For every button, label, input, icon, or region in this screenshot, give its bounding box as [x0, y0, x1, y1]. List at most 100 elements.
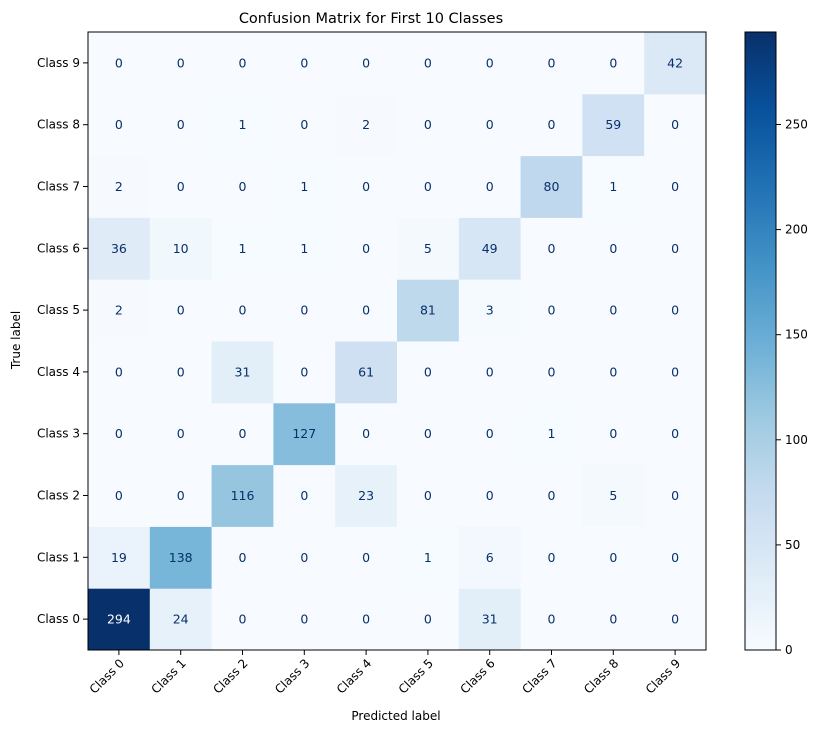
cell-value-label: 0	[671, 612, 679, 627]
x-tick-label: Class 6	[457, 656, 497, 696]
heatmap-cell	[458, 588, 522, 651]
cell-value-label: 0	[548, 612, 556, 627]
cell-value-label: 2	[115, 179, 123, 194]
cell-value-label: 0	[609, 303, 617, 318]
cell-value-label: 0	[609, 426, 617, 441]
colorbar-tick-label: 200	[785, 223, 808, 237]
heatmap-cell	[273, 279, 336, 342]
cell-value-label: 0	[300, 55, 308, 70]
heatmap-cell	[149, 32, 213, 95]
heatmap-cell	[520, 402, 583, 466]
heatmap-cell	[644, 402, 707, 466]
cell-value-label: 0	[362, 55, 370, 70]
heatmap-cell	[88, 464, 151, 527]
heatmap-cell	[458, 217, 522, 280]
cell-value-label: 0	[548, 117, 556, 132]
cell-value-label: 1	[239, 117, 247, 132]
x-tick-label: Class 3	[272, 656, 312, 696]
heatmap-cell	[520, 32, 583, 95]
cell-value-label: 0	[115, 426, 123, 441]
cell-value-label: 0	[671, 303, 679, 318]
y-tick-label: Class 9	[37, 56, 80, 70]
heatmap-cell	[88, 279, 151, 342]
cell-value-label: 0	[300, 117, 308, 132]
cell-value-label: 1	[239, 241, 247, 256]
heatmap-cell	[335, 32, 398, 95]
heatmap-cell	[520, 155, 583, 218]
heatmap-cell	[520, 464, 583, 527]
cell-value-label: 2	[115, 303, 123, 318]
cell-value-label: 0	[115, 117, 123, 132]
cell-value-label: 24	[173, 612, 189, 627]
cell-value-label: 0	[177, 117, 185, 132]
chart-title: Confusion Matrix for First 10 Classes	[239, 11, 503, 27]
heatmap-cell	[149, 279, 213, 342]
cell-value-label: 0	[671, 488, 679, 503]
cell-value-label: 0	[300, 364, 308, 379]
heatmap-cell	[335, 526, 398, 589]
cell-value-label: 1	[609, 179, 617, 194]
x-axis-ticks: Class 0 Class 1 Class 2 Class 3 Class 4 Class…	[87, 650, 683, 697]
heatmap-cell	[211, 464, 274, 527]
heatmap-cell	[644, 217, 707, 280]
heatmap-cell	[458, 464, 522, 527]
heatmap-cell	[335, 93, 398, 157]
cell-value-label: 5	[609, 488, 617, 503]
heatmap-cell	[149, 526, 213, 589]
heatmap-cell	[335, 402, 398, 466]
cell-value-label: 0	[424, 55, 432, 70]
heatmap-cell	[335, 588, 398, 651]
heatmap-cell	[397, 32, 460, 95]
heatmap-cell	[149, 464, 213, 527]
x-tick-label: Class 9	[643, 656, 683, 696]
cell-value-label: 116	[231, 488, 255, 503]
y-tick-label: Class 1	[37, 550, 80, 564]
cell-value-label: 0	[609, 241, 617, 256]
cell-value-label: 0	[239, 612, 247, 627]
y-tick-label: Class 0	[37, 612, 80, 626]
heatmap-cell	[211, 402, 274, 466]
y-tick-label: Class 6	[37, 241, 80, 255]
cell-value-label: 0	[548, 364, 556, 379]
colorbar-ticks: 0 50 100 150 200 250	[776, 117, 808, 657]
cell-value-label: 0	[424, 179, 432, 194]
cell-value-label: 0	[362, 241, 370, 256]
heatmap-cell	[335, 217, 398, 280]
heatmap-cell	[582, 526, 645, 589]
heatmap-cell	[520, 526, 583, 589]
heatmap-cell	[582, 279, 645, 342]
cell-value-label: 0	[177, 364, 185, 379]
heatmap-cell	[520, 341, 583, 404]
cell-value-label: 0	[424, 488, 432, 503]
cell-value-label: 0	[671, 426, 679, 441]
x-tick-label: Class 0	[87, 656, 127, 696]
heatmap-cell	[458, 402, 522, 466]
heatmap-cell	[88, 402, 151, 466]
heatmap-cell	[582, 464, 645, 527]
x-tick-label: Class 2	[210, 656, 250, 696]
heatmap-cell	[149, 588, 213, 651]
x-tick-label: Class 7	[519, 656, 559, 696]
cell-value-label: 0	[548, 488, 556, 503]
cell-value-label: 0	[671, 364, 679, 379]
cell-value-label: 81	[420, 303, 436, 318]
heatmap-cell	[397, 464, 460, 527]
heatmap-cell	[273, 341, 336, 404]
heatmap-cell	[211, 32, 274, 95]
y-tick-label: Class 5	[37, 303, 80, 317]
cell-value-label: 0	[115, 364, 123, 379]
heatmap-cell	[397, 402, 460, 466]
heatmap-cell	[644, 341, 707, 404]
heatmap-cell	[211, 93, 274, 157]
heatmap-cell	[335, 155, 398, 218]
cell-value-label: 10	[173, 241, 189, 256]
cell-value-label: 0	[300, 612, 308, 627]
heatmap-cell	[273, 588, 336, 651]
heatmap-cell	[582, 402, 645, 466]
y-tick-label: Class 2	[37, 489, 80, 503]
heatmap-cell-labels: 294 24 0 0 0 0 31 0 0 019 138 0 0 0 1 6 0 0 00 0 116 0 23 0 0 0 5 0…	[107, 55, 683, 626]
cell-value-label: 61	[358, 364, 374, 379]
heatmap-cell	[273, 464, 336, 527]
heatmap-cell	[88, 341, 151, 404]
cell-value-label: 0	[362, 612, 370, 627]
